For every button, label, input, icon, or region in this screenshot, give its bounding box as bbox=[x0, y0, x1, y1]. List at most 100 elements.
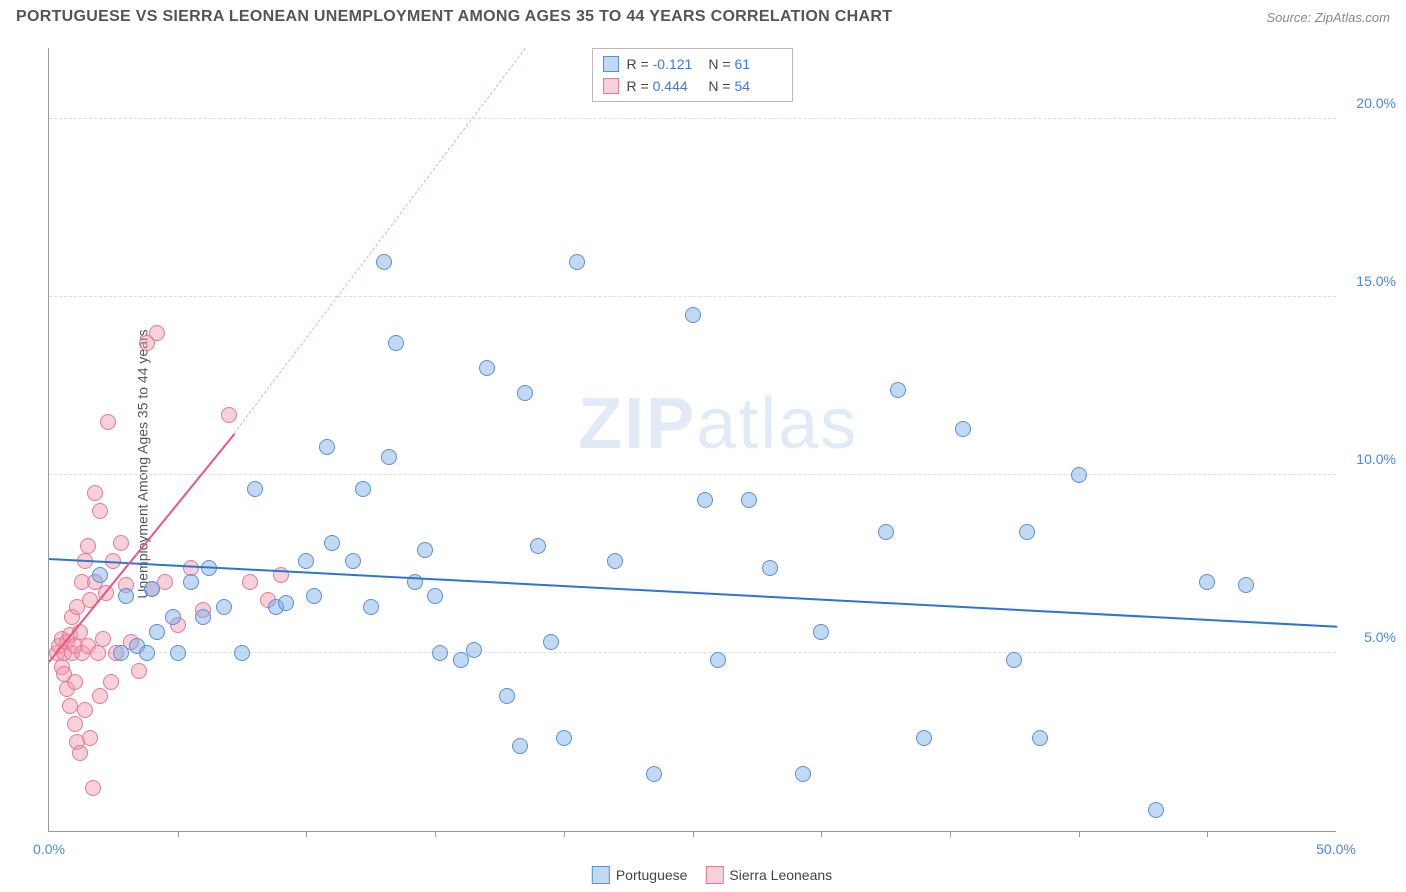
x-tick-mark bbox=[1079, 831, 1080, 837]
data-point bbox=[381, 449, 397, 465]
data-point bbox=[607, 553, 623, 569]
data-point bbox=[324, 535, 340, 551]
data-point bbox=[95, 631, 111, 647]
data-point bbox=[355, 481, 371, 497]
data-point bbox=[890, 382, 906, 398]
data-point bbox=[916, 730, 932, 746]
gridline bbox=[49, 118, 1336, 119]
data-point bbox=[216, 599, 232, 615]
x-tick-mark bbox=[693, 831, 694, 837]
x-tick-mark bbox=[950, 831, 951, 837]
data-point bbox=[221, 407, 237, 423]
series-swatch bbox=[603, 56, 619, 72]
data-point bbox=[170, 645, 186, 661]
data-point bbox=[165, 609, 181, 625]
data-point bbox=[85, 780, 101, 796]
data-point bbox=[118, 588, 134, 604]
plot-region: ZIPatlas R = -0.121 N = 61R = 0.444 N = … bbox=[48, 48, 1336, 832]
data-point bbox=[306, 588, 322, 604]
y-tick-label: 20.0% bbox=[1356, 95, 1396, 111]
data-point bbox=[144, 581, 160, 597]
data-point bbox=[556, 730, 572, 746]
data-point bbox=[466, 642, 482, 658]
data-point bbox=[1019, 524, 1035, 540]
x-tick-label: 0.0% bbox=[33, 841, 65, 857]
data-point bbox=[363, 599, 379, 615]
data-point bbox=[795, 766, 811, 782]
data-point bbox=[195, 609, 211, 625]
x-tick-mark bbox=[306, 831, 307, 837]
data-point bbox=[499, 688, 515, 704]
data-point bbox=[113, 535, 129, 551]
data-point bbox=[67, 716, 83, 732]
data-point bbox=[77, 702, 93, 718]
gridline bbox=[49, 474, 1336, 475]
data-point bbox=[710, 652, 726, 668]
x-tick-label: 50.0% bbox=[1316, 841, 1356, 857]
x-tick-mark bbox=[178, 831, 179, 837]
data-point bbox=[100, 414, 116, 430]
y-tick-label: 15.0% bbox=[1356, 273, 1396, 289]
data-point bbox=[247, 481, 263, 497]
legend: Portuguese Sierra Leoneans bbox=[574, 866, 832, 884]
n-value: 61 bbox=[734, 53, 782, 75]
data-point bbox=[80, 538, 96, 554]
data-point bbox=[388, 335, 404, 351]
trend-line bbox=[48, 433, 235, 662]
gridline bbox=[49, 296, 1336, 297]
data-point bbox=[278, 595, 294, 611]
data-point bbox=[530, 538, 546, 554]
data-point bbox=[298, 553, 314, 569]
data-point bbox=[685, 307, 701, 323]
data-point bbox=[762, 560, 778, 576]
data-point bbox=[345, 553, 361, 569]
data-point bbox=[87, 485, 103, 501]
data-point bbox=[131, 663, 147, 679]
data-point bbox=[1071, 467, 1087, 483]
data-point bbox=[432, 645, 448, 661]
data-point bbox=[139, 645, 155, 661]
watermark: ZIPatlas bbox=[578, 383, 858, 465]
legend-label: Sierra Leoneans bbox=[729, 867, 832, 883]
y-tick-label: 5.0% bbox=[1364, 629, 1396, 645]
data-point bbox=[1238, 577, 1254, 593]
data-point bbox=[319, 439, 335, 455]
data-point bbox=[92, 688, 108, 704]
data-point bbox=[376, 254, 392, 270]
legend-label: Portuguese bbox=[616, 867, 688, 883]
chart-header: PORTUGUESE VS SIERRA LEONEAN UNEMPLOYMEN… bbox=[0, 0, 1406, 30]
data-point bbox=[103, 674, 119, 690]
x-tick-mark bbox=[435, 831, 436, 837]
data-point bbox=[90, 645, 106, 661]
x-tick-mark bbox=[821, 831, 822, 837]
data-point bbox=[234, 645, 250, 661]
data-point bbox=[67, 674, 83, 690]
data-point bbox=[92, 503, 108, 519]
chart-area: Unemployment Among Ages 35 to 44 years Z… bbox=[0, 36, 1406, 892]
trend-line bbox=[234, 48, 526, 433]
data-point bbox=[569, 254, 585, 270]
legend-swatch bbox=[705, 866, 723, 884]
r-value: 0.444 bbox=[653, 75, 701, 97]
data-point bbox=[427, 588, 443, 604]
series-swatch bbox=[603, 78, 619, 94]
data-point bbox=[1006, 652, 1022, 668]
data-point bbox=[1032, 730, 1048, 746]
data-point bbox=[242, 574, 258, 590]
data-point bbox=[878, 524, 894, 540]
data-point bbox=[543, 634, 559, 650]
chart-source: Source: ZipAtlas.com bbox=[1266, 10, 1390, 25]
data-point bbox=[72, 745, 88, 761]
data-point bbox=[741, 492, 757, 508]
data-point bbox=[646, 766, 662, 782]
correlation-row: R = -0.121 N = 61 bbox=[603, 53, 783, 75]
correlation-row: R = 0.444 N = 54 bbox=[603, 75, 783, 97]
y-tick-label: 10.0% bbox=[1356, 451, 1396, 467]
data-point bbox=[82, 730, 98, 746]
data-point bbox=[697, 492, 713, 508]
data-point bbox=[813, 624, 829, 640]
data-point bbox=[1148, 802, 1164, 818]
data-point bbox=[955, 421, 971, 437]
data-point bbox=[1199, 574, 1215, 590]
trend-line bbox=[49, 558, 1337, 628]
